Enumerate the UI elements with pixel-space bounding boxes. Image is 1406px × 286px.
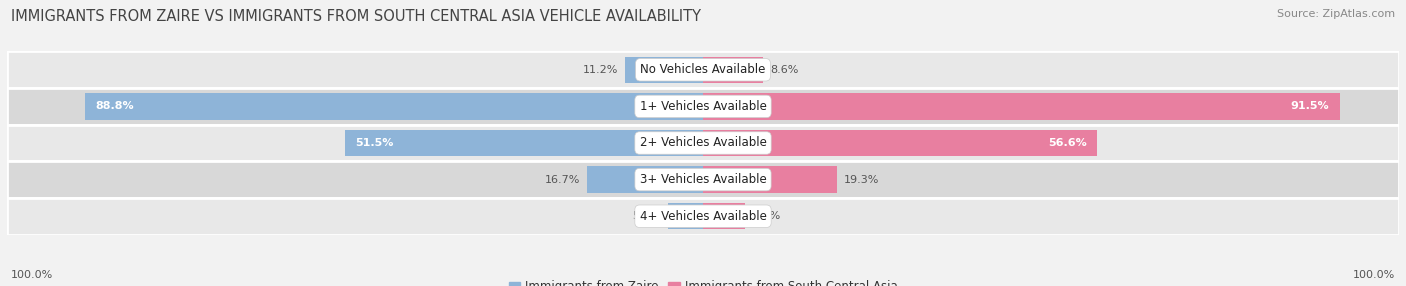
Text: 11.2%: 11.2% bbox=[582, 65, 619, 75]
Bar bbox=[84, 93, 703, 120]
Text: 8.6%: 8.6% bbox=[770, 65, 799, 75]
Bar bbox=[703, 166, 838, 193]
Text: 5.1%: 5.1% bbox=[633, 211, 661, 221]
Bar bbox=[703, 203, 745, 229]
Bar bbox=[668, 203, 703, 229]
Bar bbox=[703, 93, 1340, 120]
Text: 3+ Vehicles Available: 3+ Vehicles Available bbox=[640, 173, 766, 186]
Bar bbox=[7, 125, 1399, 161]
Text: 51.5%: 51.5% bbox=[354, 138, 394, 148]
Bar bbox=[703, 130, 1097, 156]
Legend: Immigrants from Zaire, Immigrants from South Central Asia: Immigrants from Zaire, Immigrants from S… bbox=[503, 276, 903, 286]
Text: 1+ Vehicles Available: 1+ Vehicles Available bbox=[640, 100, 766, 113]
Text: Source: ZipAtlas.com: Source: ZipAtlas.com bbox=[1277, 9, 1395, 19]
Bar bbox=[7, 161, 1399, 198]
Bar bbox=[344, 130, 703, 156]
Bar bbox=[7, 88, 1399, 125]
Text: 19.3%: 19.3% bbox=[844, 175, 880, 184]
Text: IMMIGRANTS FROM ZAIRE VS IMMIGRANTS FROM SOUTH CENTRAL ASIA VEHICLE AVAILABILITY: IMMIGRANTS FROM ZAIRE VS IMMIGRANTS FROM… bbox=[11, 9, 702, 23]
Text: 4+ Vehicles Available: 4+ Vehicles Available bbox=[640, 210, 766, 223]
Text: 56.6%: 56.6% bbox=[1047, 138, 1087, 148]
Text: 100.0%: 100.0% bbox=[11, 270, 53, 280]
Bar bbox=[703, 57, 763, 83]
Text: 91.5%: 91.5% bbox=[1291, 102, 1330, 111]
Text: No Vehicles Available: No Vehicles Available bbox=[640, 63, 766, 76]
Bar bbox=[7, 51, 1399, 88]
Text: 100.0%: 100.0% bbox=[1353, 270, 1395, 280]
Bar bbox=[626, 57, 703, 83]
Bar bbox=[586, 166, 703, 193]
Text: 2+ Vehicles Available: 2+ Vehicles Available bbox=[640, 136, 766, 150]
Text: 88.8%: 88.8% bbox=[96, 102, 134, 111]
Text: 16.7%: 16.7% bbox=[544, 175, 579, 184]
Bar bbox=[7, 198, 1399, 235]
Text: 6.1%: 6.1% bbox=[752, 211, 780, 221]
